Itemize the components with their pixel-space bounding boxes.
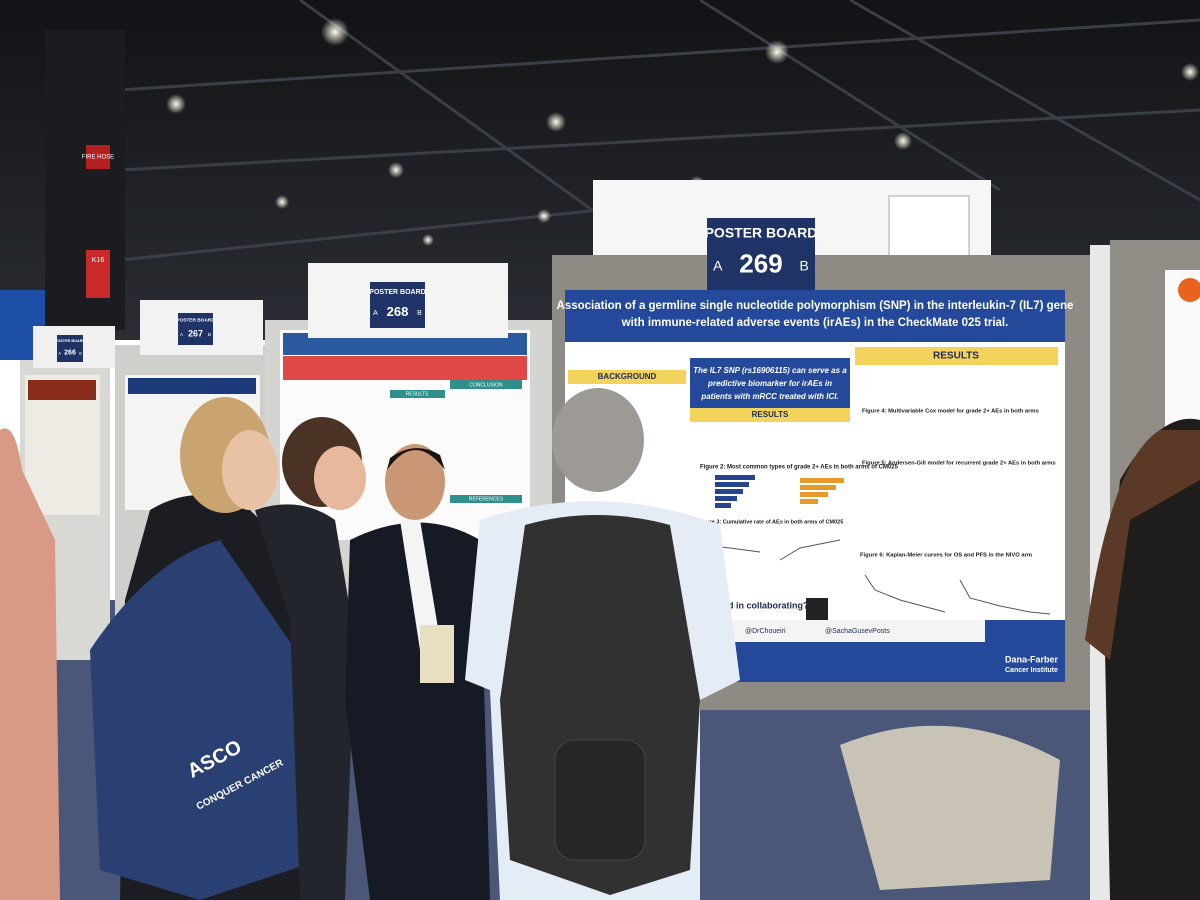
sign-side: B: [79, 351, 82, 355]
section-bar: [450, 380, 522, 389]
sign-number: 266: [64, 350, 76, 357]
sign-box: [707, 218, 815, 290]
sign-heading: POSTER BOARD: [369, 289, 425, 296]
poster-text: Association of a germline single nucleot…: [557, 300, 1074, 674]
figure-caption: Figure 2: Most common types of grade 2+ …: [700, 465, 899, 471]
face: [222, 430, 278, 510]
bar-chart: [800, 478, 844, 504]
section-bar: [390, 390, 445, 398]
sign-side: A: [180, 332, 184, 338]
sign-note: [888, 195, 970, 257]
column-sign: [86, 250, 110, 298]
tote-bag: [90, 540, 330, 900]
section-bar: [690, 408, 850, 422]
hair: [1085, 430, 1200, 660]
figure-caption: Figure 5: Andersen-Gill model for recurr…: [862, 461, 1056, 467]
section-heading: CONCLUSION: [469, 382, 503, 388]
sign-box: [57, 335, 83, 362]
person-right: [1105, 418, 1200, 900]
handle: @SachaGusevPosts: [825, 628, 890, 635]
collaborating: ted in collaborating?: [720, 600, 809, 610]
section-bar: [450, 495, 522, 503]
poster-band: [283, 356, 527, 380]
institute: Dana-Farber: [1005, 654, 1059, 664]
chair: [840, 725, 1060, 890]
column-label: K16: [92, 257, 105, 264]
figure-caption: Figure 3: Cumulative rate of AEs in both…: [698, 519, 843, 525]
figure-caption: Figure 4: Multivariable Cox model for gr…: [862, 409, 1039, 415]
hair: [387, 448, 445, 470]
column: [45, 30, 125, 330]
logo: [1178, 278, 1200, 302]
section-heading: BACKGROUND: [598, 372, 657, 381]
institute: Cancer Institute: [1005, 667, 1058, 674]
sign-side: B: [800, 258, 809, 274]
section-bar: [855, 347, 1058, 365]
sign-box: [178, 313, 213, 345]
poster-header: [128, 378, 256, 394]
sign-side: A: [713, 258, 723, 274]
sign-number: 268: [387, 304, 409, 319]
fire-hose-text: FIRE HOSE: [82, 155, 114, 161]
figure-caption: Figure 6: Kaplan-Meier curves for OS and…: [860, 553, 1032, 559]
section-heading: RESULTS: [933, 351, 979, 362]
key-finding: patients with mRCC treated with ICI.: [700, 392, 838, 401]
sign-number: 267: [188, 328, 203, 338]
section-bar: [568, 370, 686, 384]
person-woman-back: [255, 504, 355, 900]
sign-heading: POSTER BOARD: [176, 317, 215, 323]
section-heading: REFERENCES: [469, 496, 504, 502]
badge: [420, 625, 454, 683]
poster-header: [28, 380, 96, 400]
key-finding: predictive biomarker for irAEs in: [707, 379, 832, 388]
key-finding: The IL7 SNP (rs16906115) can serve as a: [693, 366, 847, 375]
sign-box: [370, 282, 425, 328]
poster-title-bar: [565, 290, 1065, 342]
face: [314, 446, 366, 510]
section-heading: RESULTS: [406, 391, 429, 397]
backpack-pocket: [554, 739, 646, 861]
trusses: [119, 0, 1200, 262]
fire-hose-sign: [86, 145, 110, 169]
person-left-edge: [0, 428, 60, 900]
sign-side: B: [417, 310, 422, 317]
sign-heading: POSTER BOARD: [705, 225, 818, 241]
sign-side: A: [58, 351, 61, 355]
section-heading: RESULTS: [752, 410, 789, 419]
sign-side: A: [373, 310, 378, 317]
poster-title: Association of a germline single nucleot…: [557, 300, 1074, 312]
sign-side: B: [208, 332, 211, 338]
qr-code: [806, 598, 828, 620]
poster-title: with immune-related adverse events (irAE…: [621, 317, 1009, 329]
bar-chart: [715, 475, 755, 508]
poster-header: [283, 333, 527, 355]
sign-number: 269: [739, 248, 782, 278]
grey-hair: [552, 388, 644, 492]
person-man-suit: [345, 522, 490, 900]
face: [385, 444, 445, 520]
backpack: [500, 515, 700, 895]
shirt: [400, 520, 440, 650]
sign-heading: POSTER BOARD: [55, 339, 86, 343]
key-finding-box: [690, 358, 850, 410]
handle: @DrChoueiri: [745, 628, 786, 635]
